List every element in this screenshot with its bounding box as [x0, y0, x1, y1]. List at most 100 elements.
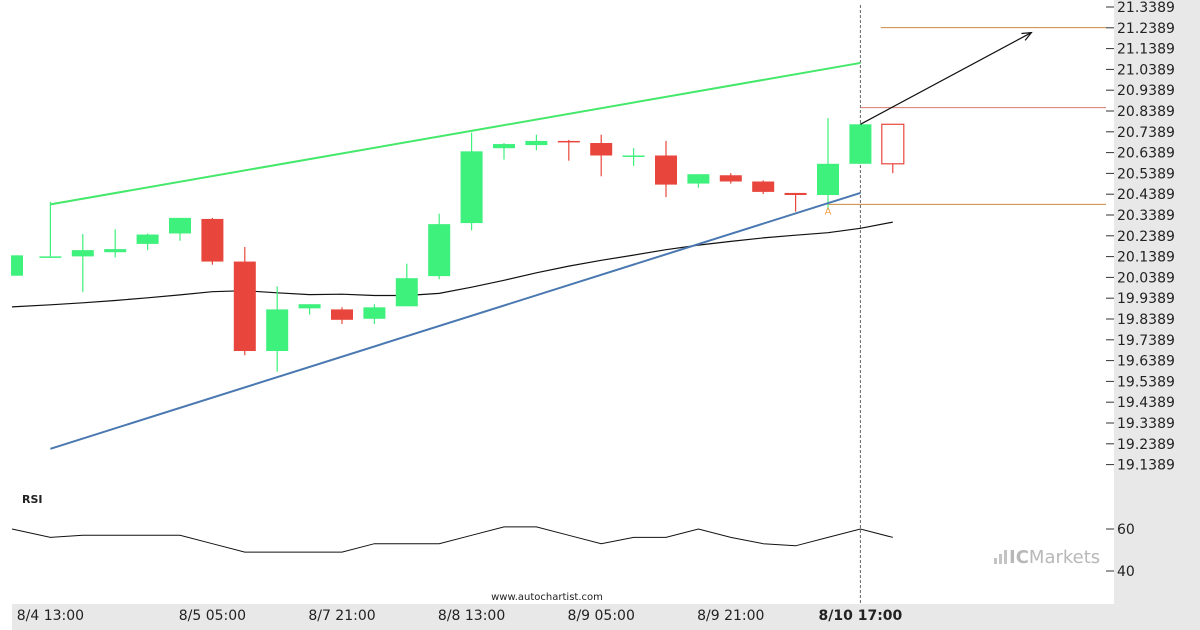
candle-body — [201, 218, 224, 262]
y-tick-label: 19.4389 — [1117, 395, 1175, 411]
candle-body — [784, 192, 807, 196]
y-tick-label: 20.0389 — [1117, 270, 1175, 286]
brand-name: Markets — [1029, 547, 1100, 568]
y-tick-label: 19.2389 — [1117, 437, 1175, 453]
rsi-line — [11, 526, 893, 553]
candle-body — [493, 144, 515, 149]
x-tick-label: 8/7 21:00 — [308, 608, 375, 624]
candle — [428, 213, 451, 280]
candle — [233, 247, 256, 356]
y-tick-label: 20.6389 — [1117, 146, 1175, 162]
y-tick-label: 21.2389 — [1117, 21, 1175, 37]
candle-body — [136, 234, 159, 244]
rsi-panel: 60 40 — [11, 522, 1135, 580]
y-tick-label: 21.0389 — [1117, 62, 1175, 78]
candle-body — [881, 123, 905, 165]
candle — [266, 286, 289, 372]
x-axis-panel — [12, 604, 1114, 630]
moving-average-line — [11, 221, 893, 308]
candle-body — [331, 309, 353, 320]
candle — [622, 148, 645, 166]
bars-icon — [994, 550, 1007, 564]
main-plot: A — [11, 5, 1106, 604]
candle — [201, 217, 224, 265]
candle — [687, 174, 710, 188]
candle — [557, 139, 580, 161]
candle — [395, 263, 418, 307]
projection-arrow — [860, 32, 1032, 125]
watermark-text: www.autochartist.com — [491, 592, 603, 603]
brand-prefix: IC — [1009, 547, 1029, 568]
y-tick-label: 21.1389 — [1117, 42, 1175, 58]
y-tick-label: 20.8389 — [1117, 104, 1175, 120]
x-axis-ticks: 8/4 13:00 8/5 05:00 8/7 21:00 8/8 13:00 8/9 … — [17, 608, 903, 624]
rsi-label: RSI — [22, 493, 43, 506]
y-axis-ticks: 21.3389 21.2389 21.1389 21.0389 20.9389 20.83… — [1106, 0, 1175, 474]
candle-body — [363, 307, 386, 319]
candle — [525, 134, 548, 151]
candle — [363, 304, 386, 324]
candle-body — [71, 250, 94, 257]
candle-body — [655, 155, 677, 185]
x-tick-label: 8/4 13:00 — [17, 608, 84, 624]
y-tick-label: 20.5389 — [1117, 166, 1175, 182]
x-tick-label: 8/9 21:00 — [697, 608, 764, 624]
rsi-tick-label: 60 — [1117, 522, 1135, 538]
candle-body — [557, 140, 580, 143]
candle-body — [233, 261, 256, 352]
candle — [39, 201, 62, 258]
y-tick-label: 20.3389 — [1117, 208, 1175, 224]
candle-body — [298, 304, 321, 309]
x-tick-label: 8/10 17:00 — [819, 608, 903, 624]
y-tick-label: 19.1389 — [1117, 458, 1175, 474]
pattern-marker-label: A — [825, 206, 832, 217]
candle — [331, 307, 353, 324]
candle — [752, 180, 775, 194]
y-tick-label: 20.9389 — [1117, 83, 1175, 99]
y-tick-label: 19.8389 — [1117, 312, 1175, 328]
arrow-head-icon — [1021, 31, 1033, 41]
candle — [655, 140, 677, 198]
y-tick-label: 20.1389 — [1117, 250, 1175, 266]
candle — [590, 134, 613, 177]
candle — [719, 173, 742, 184]
candle-body — [266, 309, 289, 352]
candle — [169, 217, 191, 241]
rsi-tick-label: 40 — [1117, 564, 1135, 580]
y-tick-label: 20.2389 — [1117, 229, 1175, 245]
y-tick-label: 19.3389 — [1117, 416, 1175, 432]
y-tick-label: 20.7389 — [1117, 125, 1175, 141]
candle — [817, 118, 839, 210]
candle-body — [39, 256, 62, 258]
candle — [104, 229, 127, 258]
y-axis-panel — [1114, 0, 1200, 630]
candle — [881, 123, 905, 174]
candle-body — [11, 255, 23, 276]
svg-text:ICMarkets: ICMarkets — [1009, 547, 1100, 568]
candle — [784, 192, 807, 212]
candle — [493, 143, 515, 160]
candle-body — [687, 174, 710, 184]
candle-body — [460, 151, 483, 224]
brand-logo: ICMarkets — [994, 547, 1100, 568]
upper-trendline — [50, 61, 861, 206]
candle-body — [169, 217, 191, 234]
candle — [298, 304, 321, 315]
candle — [460, 132, 483, 231]
x-tick-label: 8/8 13:00 — [438, 608, 505, 624]
x-tick-label: 8/5 05:00 — [179, 608, 246, 624]
candle-body — [395, 278, 418, 307]
x-tick-label: 8/9 05:00 — [568, 608, 635, 624]
candle — [11, 255, 23, 276]
candle-body — [849, 124, 872, 164]
candle-body — [622, 155, 645, 157]
candle-body — [590, 143, 613, 156]
candle-body — [817, 163, 839, 196]
y-tick-label: 21.3389 — [1117, 0, 1175, 16]
candle-body — [104, 249, 127, 253]
y-tick-label: 19.6389 — [1117, 354, 1175, 370]
candle-body — [752, 181, 775, 192]
candle-body — [525, 140, 548, 146]
